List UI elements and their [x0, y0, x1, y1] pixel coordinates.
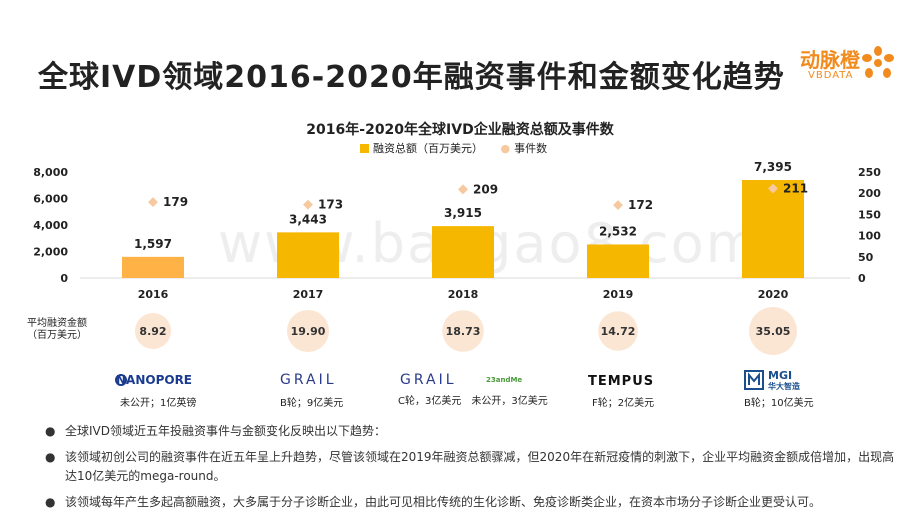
- vbdata-logo: 动脉橙 VBDATA: [800, 44, 900, 86]
- mgi-emblem-icon: [744, 370, 764, 390]
- tempus-logo: TEMPUS: [588, 374, 655, 389]
- y-right-tick-label: 0: [858, 272, 866, 285]
- x-tick-label: 2016: [138, 288, 169, 301]
- nanopore-icon: [115, 374, 127, 386]
- company-caption: B轮；10亿美元: [744, 398, 814, 409]
- event-count-label: 179: [163, 195, 188, 209]
- 23andme-logo: 23andMe: [486, 376, 523, 384]
- company-caption: B轮；9亿美元: [280, 398, 344, 409]
- mgi-logo-cn: 华大智造: [768, 382, 800, 391]
- bar-value-label: 2,532: [599, 224, 637, 238]
- logo-en: VBDATA: [808, 70, 854, 81]
- bar: [432, 226, 494, 278]
- nanopore-logo: NANOPORE: [116, 373, 193, 387]
- page-title: 全球IVD领域2016-2020年融资事件和金额变化趋势: [38, 60, 785, 95]
- avg-funding-label: 平均融资金额 （百万美元）: [18, 318, 96, 342]
- event-count-point: [303, 199, 313, 210]
- chart-legend: 融资总额（百万美元） ● 事件数: [360, 140, 547, 156]
- y-left-tick-label: 6,000: [33, 193, 68, 206]
- y-right-tick-label: 100: [858, 230, 881, 243]
- event-count-point: [148, 197, 158, 208]
- y-right-tick-label: 200: [858, 187, 881, 200]
- bar: [277, 232, 339, 278]
- event-count-label: 209: [473, 182, 498, 196]
- avg-bubble: [749, 307, 797, 355]
- y-left-tick-label: 2,000: [33, 246, 68, 259]
- company-caption: C轮，3亿美元 未公开，3亿美元: [398, 396, 548, 407]
- event-count-point: [768, 183, 778, 194]
- event-count-label: 211: [783, 182, 808, 196]
- event-count-point: [458, 184, 468, 195]
- bar-value-label: 7,395: [754, 160, 792, 174]
- avg-bubble-value: 14.72: [601, 325, 636, 338]
- y-left-tick-label: 0: [60, 272, 68, 285]
- avg-label-line2: （百万美元）: [27, 330, 87, 341]
- grail-logo: GRAIL: [280, 372, 337, 388]
- avg-bubble-value: 19.90: [291, 325, 326, 338]
- y-left-tick-label: 8,000: [33, 166, 68, 179]
- avg-bubble: [134, 312, 172, 350]
- x-tick-label: 2019: [603, 288, 634, 301]
- event-count-label: 173: [318, 198, 343, 212]
- x-tick-label: 2020: [758, 288, 789, 301]
- event-count-label: 172: [628, 198, 653, 212]
- legend-dot-label: 事件数: [514, 142, 548, 155]
- logo-petal-icon: [862, 46, 894, 78]
- bar: [742, 180, 804, 278]
- bar-value-label: 3,915: [444, 206, 482, 220]
- company-caption: 未公开；1亿英镑: [120, 398, 197, 409]
- summary-notes: ● 全球IVD领域近五年投融资事件与金额变化反映出以下趋势： ● 该领域初创公司的融…: [45, 422, 895, 519]
- avg-bubble: [598, 311, 638, 351]
- company-caption: F轮；2亿美元: [592, 398, 655, 409]
- legend-bar-swatch: [360, 144, 369, 153]
- y-right-tick-label: 150: [858, 208, 881, 221]
- y-left-tick-label: 4,000: [33, 219, 68, 232]
- legend-bar-label: 融资总额（百万美元）: [373, 142, 483, 155]
- chart-title: 2016年-2020年全球IVD企业融资总额及事件数: [306, 122, 614, 138]
- avg-bubble: [442, 310, 484, 352]
- avg-bubble-value: 8.92: [139, 325, 166, 338]
- avg-bubble-value: 18.73: [446, 325, 481, 338]
- grail-logo: GRAIL: [400, 372, 457, 388]
- note-item: ● 全球IVD领域近五年投融资事件与金额变化反映出以下趋势：: [45, 424, 386, 438]
- bar-value-label: 3,443: [289, 212, 327, 226]
- avg-bubble: [286, 309, 330, 353]
- legend-dot-marker: ●: [500, 142, 511, 155]
- y-right-tick-label: 250: [858, 166, 881, 179]
- avg-label-line1: 平均融资金额: [27, 318, 87, 329]
- bar: [122, 256, 184, 278]
- x-tick-label: 2017: [293, 288, 324, 301]
- y-right-tick-label: 50: [858, 251, 874, 264]
- event-count-point: [613, 200, 623, 211]
- funding-chart: 0 2,000 4,000 6,000 8,000 0 50 100 150 200 250 1,59…: [33, 160, 881, 386]
- mgi-logo: MGI: [768, 369, 793, 382]
- x-tick-label: 2018: [448, 288, 479, 301]
- note-item: ● 该领域每年产生多起高额融资，大多属于分子诊断企业，由此可见相比传统的生化诊断、…: [45, 495, 822, 509]
- bar-value-label: 1,597: [134, 237, 172, 251]
- note-item: ● 该领域初创公司的融资事件在近五年呈上升趋势，尽管该领域在2019年融资总额骤减…: [45, 450, 895, 483]
- avg-bubble-value: 35.05: [756, 325, 791, 338]
- bar: [587, 244, 649, 278]
- logo-cn: 动脉橙: [800, 48, 860, 72]
